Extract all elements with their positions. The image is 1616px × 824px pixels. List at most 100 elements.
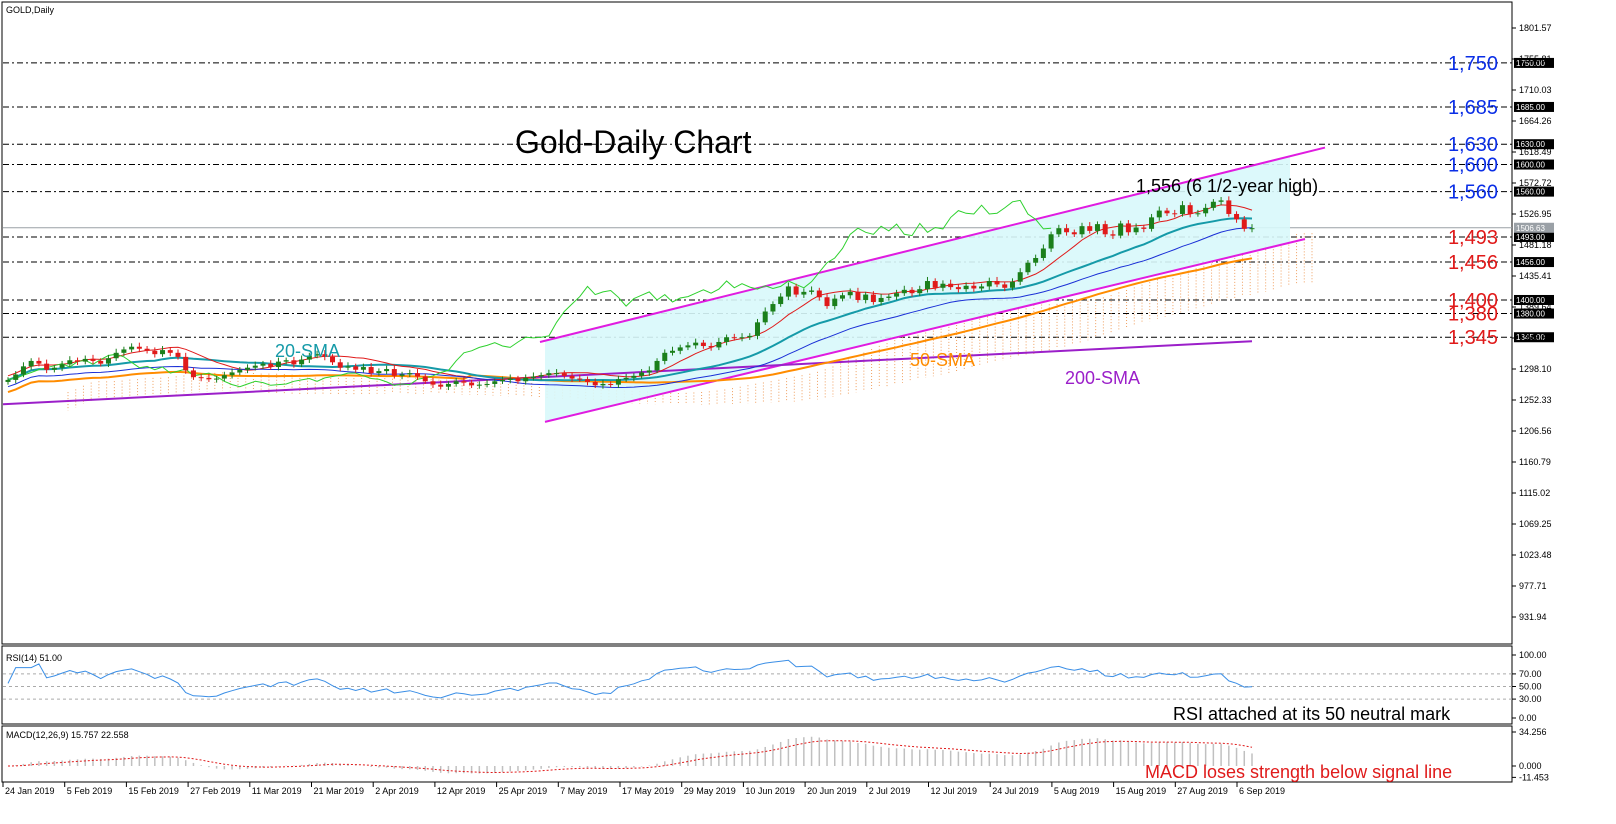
candle-body <box>1079 226 1085 235</box>
candle-body <box>190 370 196 378</box>
tenkan-line <box>7 204 1253 381</box>
macd-signal-line <box>7 740 1253 774</box>
date-tick-label: 5 Feb 2019 <box>67 786 113 796</box>
candle-body <box>407 373 413 375</box>
date-tick-label: 24 Jul 2019 <box>992 786 1039 796</box>
candle-body <box>1064 228 1070 233</box>
candle-body <box>778 296 784 305</box>
price-tick-label: 1252.33 <box>1519 395 1552 405</box>
sma50-line <box>7 257 1253 394</box>
candle-body <box>1048 234 1054 249</box>
candle-body <box>1179 205 1185 214</box>
level-tag-bg <box>1514 294 1554 305</box>
level-label: 1,380 <box>1448 304 1498 326</box>
candle-body <box>770 304 776 312</box>
price-tick-label: 1298.10 <box>1519 364 1552 374</box>
candle-body <box>399 374 405 376</box>
candle-body <box>1056 228 1062 235</box>
candle-body <box>971 285 977 289</box>
candle-body <box>809 290 815 292</box>
candle-body <box>1102 224 1108 235</box>
candle-body <box>1210 201 1216 208</box>
candle-body <box>1040 248 1046 258</box>
date-tick-label: 15 Aug 2019 <box>1116 786 1167 796</box>
candle-body <box>654 360 660 371</box>
candle-body <box>816 290 822 298</box>
candle-body <box>461 381 467 383</box>
candle-body <box>546 373 552 376</box>
candle-body <box>716 341 722 348</box>
candle-body <box>152 350 158 355</box>
candle-body <box>28 360 34 367</box>
candle-body <box>963 285 969 290</box>
candle-body <box>438 384 444 387</box>
level-tag: 1345.00 <box>1516 333 1545 342</box>
date-tick-label: 15 Feb 2019 <box>128 786 179 796</box>
candle-body <box>291 360 297 365</box>
candle-body <box>275 361 281 368</box>
sma200-label: 200-SMA <box>1065 368 1140 388</box>
sma200-line <box>2 340 1253 406</box>
candle-body <box>20 366 26 375</box>
level-label: 1,630 <box>1448 134 1498 156</box>
date-tick-label: 5 Aug 2019 <box>1054 786 1100 796</box>
candle-body <box>1071 232 1077 235</box>
price-tick-label: 1343.87 <box>1519 333 1552 343</box>
rsi-line <box>7 659 1253 699</box>
macd-indicator: 34.256 0.000-11.453 <box>7 727 1549 782</box>
candle-body <box>1218 200 1224 202</box>
level-tag: 1380.00 <box>1516 310 1545 319</box>
date-tick-label: 2 Jul 2019 <box>869 786 911 796</box>
rsi-label: RSI(14) 51.00 <box>6 653 62 663</box>
candle-body <box>894 293 900 297</box>
rsi-tick-label: 50.00 <box>1519 682 1542 692</box>
candle-body <box>183 356 189 371</box>
candle-body <box>1149 217 1155 229</box>
candle-body <box>940 283 946 288</box>
price-tick-label: 1801.57 <box>1519 23 1552 33</box>
level-label: 1,560 <box>1448 182 1498 204</box>
candle-body <box>268 363 274 368</box>
candle-body <box>214 378 220 380</box>
level-tag-bg <box>1514 308 1554 319</box>
date-tick-label: 17 May 2019 <box>622 786 674 796</box>
candle-body <box>832 298 838 307</box>
candle-body <box>1002 284 1008 288</box>
level-label: 1,400 <box>1448 290 1498 312</box>
candle-body <box>384 369 390 372</box>
candle-body <box>1226 200 1232 214</box>
candle-body <box>708 346 714 348</box>
candle-body <box>198 377 204 379</box>
candle-body <box>314 354 320 356</box>
level-tag: 1493.00 <box>1516 233 1545 242</box>
level-tag: 1750.00 <box>1516 59 1545 68</box>
candle-body <box>160 350 166 355</box>
candle-body <box>677 347 683 351</box>
candle-body <box>492 381 498 384</box>
sma20-label: 20-SMA <box>275 341 340 361</box>
price-axis: 1801.57 1755.81 1710.03 1664.26 1618.49 1572.… <box>1512 23 1552 622</box>
level-label: 1,456 <box>1448 252 1498 274</box>
date-tick-label: 6 Sep 2019 <box>1239 786 1285 796</box>
candle-body <box>136 346 142 349</box>
price-tick-label: 1069.25 <box>1519 519 1552 529</box>
date-axis: 24 Jan 2019 5 Feb 2019 15 Feb 2019 27 Feb 2… <box>2 782 1285 796</box>
candle-body <box>639 372 645 376</box>
candle-body <box>1094 224 1100 231</box>
price-tick-label: 1710.03 <box>1519 85 1552 95</box>
price-tick-label: 1160.79 <box>1519 457 1551 467</box>
current-price-tag: 1506.63 <box>1516 224 1545 233</box>
candle-body <box>283 360 289 362</box>
macd-tick-label: 34.256 <box>1519 727 1547 737</box>
candle-body <box>924 281 930 290</box>
candle-body <box>75 360 81 362</box>
price-tick-label: 1481.18 <box>1519 240 1552 250</box>
candle-body <box>754 322 760 336</box>
candle-body <box>917 289 923 294</box>
candle-body <box>631 375 637 378</box>
candle-body <box>167 350 173 353</box>
price-tick-label: 1023.48 <box>1519 550 1552 560</box>
candle-body <box>886 296 892 298</box>
date-tick-label: 2 Apr 2019 <box>375 786 419 796</box>
price-tick-label: 1664.26 <box>1519 116 1552 126</box>
